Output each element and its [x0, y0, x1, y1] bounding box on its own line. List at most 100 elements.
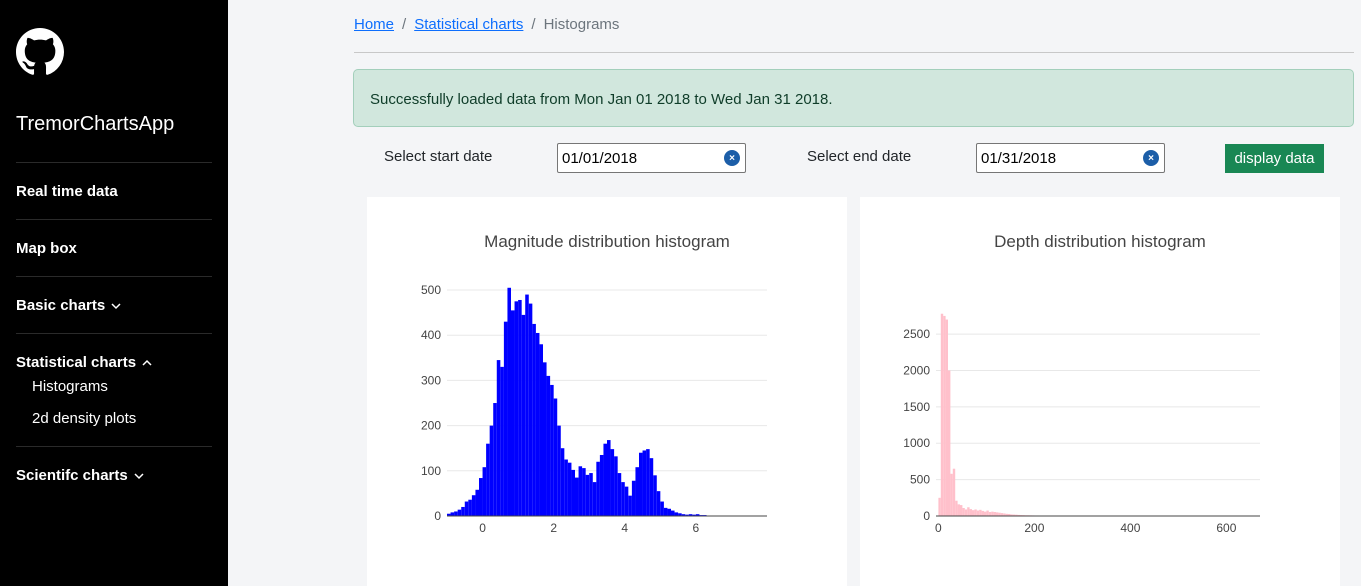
- histogram-bar[interactable]: [969, 509, 972, 516]
- histogram-bar[interactable]: [991, 511, 994, 516]
- histogram-bar[interactable]: [489, 425, 494, 516]
- histogram-bar[interactable]: [514, 301, 519, 516]
- histogram-bar[interactable]: [553, 398, 558, 517]
- histogram-bar[interactable]: [950, 473, 953, 516]
- histogram-bar[interactable]: [447, 513, 451, 516]
- histogram-bar[interactable]: [981, 510, 984, 516]
- histogram-bar[interactable]: [667, 508, 671, 516]
- histogram-bar[interactable]: [550, 384, 554, 516]
- histogram-bar[interactable]: [525, 294, 529, 516]
- histogram-bar[interactable]: [964, 509, 968, 516]
- histogram-bar[interactable]: [671, 510, 675, 516]
- histogram-bar[interactable]: [521, 314, 526, 516]
- start-date-input[interactable]: 01/01/2018: [557, 143, 746, 173]
- histogram-bar[interactable]: [589, 473, 593, 516]
- histogram-bar[interactable]: [972, 510, 975, 516]
- histogram-bar[interactable]: [695, 514, 700, 516]
- histogram-bar[interactable]: [656, 491, 661, 516]
- histogram-bar[interactable]: [940, 313, 944, 516]
- histogram-bar[interactable]: [660, 501, 664, 516]
- histogram-bar[interactable]: [461, 506, 465, 516]
- histogram-bar[interactable]: [952, 468, 956, 516]
- histogram-bar[interactable]: [998, 512, 1001, 516]
- histogram-bar[interactable]: [1017, 514, 1020, 516]
- histogram-bar[interactable]: [976, 510, 980, 516]
- histogram-bar[interactable]: [678, 513, 682, 516]
- sub-item-histograms[interactable]: Histograms: [32, 378, 108, 395]
- histogram-bar[interactable]: [507, 287, 511, 516]
- histogram-bar[interactable]: [1003, 513, 1006, 516]
- histogram-bar[interactable]: [646, 449, 650, 516]
- histogram-bar[interactable]: [1010, 514, 1013, 516]
- depth-histogram[interactable]: Depth distribution histogram 0 500 1000 1500…: [860, 197, 1340, 586]
- nav-scientific-charts[interactable]: Scientifc charts: [16, 467, 144, 484]
- histogram-bar[interactable]: [564, 459, 568, 516]
- histogram-bar[interactable]: [653, 475, 657, 516]
- histogram-bar[interactable]: [948, 370, 951, 516]
- histogram-bar[interactable]: [493, 403, 497, 516]
- histogram-bar[interactable]: [984, 511, 987, 516]
- histogram-bar[interactable]: [482, 467, 487, 516]
- histogram-bar[interactable]: [511, 310, 515, 516]
- histogram-bar[interactable]: [639, 452, 643, 516]
- histogram-bar[interactable]: [585, 474, 590, 516]
- histogram-bar[interactable]: [539, 344, 543, 516]
- histogram-bar[interactable]: [603, 443, 607, 516]
- sub-item-2d-density-plots[interactable]: 2d density plots: [32, 410, 137, 427]
- histogram-bar[interactable]: [635, 467, 639, 516]
- histogram-bar[interactable]: [624, 486, 629, 516]
- histogram-bar[interactable]: [988, 511, 992, 516]
- histogram-bar[interactable]: [663, 507, 668, 516]
- clear-end-date-icon[interactable]: ×: [1143, 150, 1159, 166]
- histogram-bar[interactable]: [571, 469, 575, 516]
- histogram-bar[interactable]: [688, 514, 693, 516]
- histogram-bar[interactable]: [503, 321, 508, 516]
- histogram-bar[interactable]: [1012, 514, 1016, 516]
- histogram-bar[interactable]: [560, 448, 565, 516]
- histogram-bar[interactable]: [1008, 513, 1011, 516]
- histogram-bar[interactable]: [518, 299, 522, 516]
- histogram-bar[interactable]: [979, 509, 982, 516]
- histogram-bar[interactable]: [938, 497, 941, 516]
- histogram-bar[interactable]: [543, 362, 547, 516]
- histogram-bar[interactable]: [1000, 513, 1004, 516]
- histogram-bar[interactable]: [464, 501, 469, 516]
- nav-basic-charts[interactable]: Basic charts: [16, 297, 121, 314]
- breadcrumb-home-link[interactable]: Home: [354, 16, 395, 33]
- histogram-bar[interactable]: [528, 303, 533, 516]
- histogram-bar[interactable]: [614, 456, 618, 516]
- histogram-bar[interactable]: [532, 323, 536, 516]
- histogram-bar[interactable]: [599, 454, 604, 516]
- nav-real-time-data[interactable]: Real time data: [16, 183, 118, 200]
- histogram-bar[interactable]: [582, 468, 586, 516]
- end-date-input[interactable]: 01/31/2018: [976, 143, 1165, 173]
- histogram-bar[interactable]: [546, 375, 551, 516]
- histogram-bar[interactable]: [457, 509, 462, 516]
- histogram-bar[interactable]: [681, 514, 686, 516]
- histogram-bar[interactable]: [610, 449, 615, 516]
- histogram-bar[interactable]: [567, 462, 572, 516]
- histogram-bar[interactable]: [475, 489, 479, 516]
- histogram-bar[interactable]: [631, 480, 636, 516]
- histogram-bar[interactable]: [943, 315, 946, 516]
- histogram-bar[interactable]: [471, 495, 476, 516]
- histogram-bar[interactable]: [649, 458, 654, 516]
- histogram-bar[interactable]: [592, 482, 597, 516]
- histogram-bar[interactable]: [479, 478, 483, 516]
- histogram-bar[interactable]: [685, 514, 689, 516]
- nav-map-box[interactable]: Map box: [16, 240, 77, 257]
- histogram-bar[interactable]: [500, 366, 504, 516]
- github-icon[interactable]: [16, 28, 64, 76]
- histogram-bar[interactable]: [1005, 513, 1008, 516]
- histogram-bar[interactable]: [986, 510, 989, 516]
- histogram-bar[interactable]: [535, 332, 540, 516]
- histogram-bar[interactable]: [967, 507, 970, 516]
- histogram-bar[interactable]: [945, 319, 948, 516]
- histogram-bar[interactable]: [628, 495, 632, 516]
- histogram-bar[interactable]: [993, 511, 996, 516]
- histogram-bar[interactable]: [674, 512, 679, 516]
- histogram-bar[interactable]: [454, 511, 458, 516]
- histogram-bar[interactable]: [1015, 514, 1018, 516]
- magnitude-histogram[interactable]: Magnitude distribution histogram 0 100 200 3…: [367, 197, 847, 586]
- histogram-bar[interactable]: [642, 450, 647, 516]
